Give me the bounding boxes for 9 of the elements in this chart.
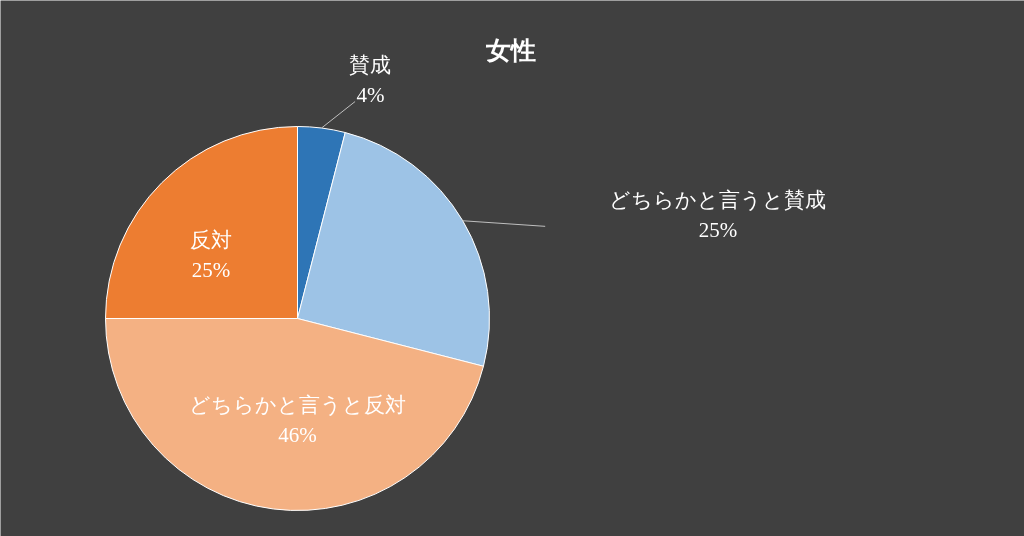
- slice-label: 反対: [190, 228, 233, 253]
- slice-label: 賛成: [349, 53, 392, 78]
- data-label: 4%: [356, 83, 385, 108]
- slice-label: どちらかと言うと反対: [189, 393, 406, 418]
- data-label: 46%: [278, 423, 317, 448]
- data-label: 25%: [698, 217, 738, 242]
- chart-title: 女性: [484, 36, 536, 65]
- slice-label: どちらかと言うと賛成: [609, 187, 827, 212]
- data-label: 25%: [191, 258, 231, 283]
